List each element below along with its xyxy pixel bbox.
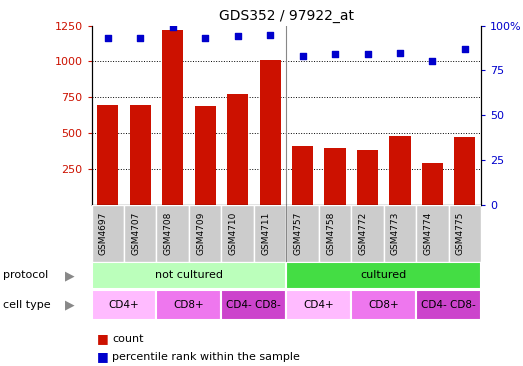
Bar (351, 290, 416, 320)
Text: GSM4775: GSM4775 (456, 212, 465, 255)
Bar (189, 205, 221, 262)
Bar (292, 146, 313, 205)
Text: GSM4757: GSM4757 (293, 212, 303, 255)
Text: GSM4708: GSM4708 (164, 212, 173, 255)
Bar (324, 148, 346, 205)
Text: GSM4774: GSM4774 (424, 212, 433, 255)
Bar (195, 106, 215, 205)
Point (299, 53, 307, 59)
Bar (221, 290, 286, 320)
Bar (227, 94, 248, 205)
Point (266, 31, 274, 37)
Text: CD4+: CD4+ (303, 300, 334, 310)
Point (461, 46, 469, 52)
Point (168, 25, 177, 30)
Point (233, 33, 242, 39)
Bar (162, 30, 183, 205)
Text: percentile rank within the sample: percentile rank within the sample (112, 352, 300, 362)
Text: ▶: ▶ (65, 269, 75, 282)
Bar (351, 205, 384, 262)
Text: GSM4711: GSM4711 (261, 212, 270, 255)
Text: ▶: ▶ (65, 298, 75, 311)
Bar (156, 290, 221, 320)
Text: GSM4758: GSM4758 (326, 212, 335, 255)
Bar (286, 290, 351, 320)
Text: GSM4697: GSM4697 (99, 212, 108, 255)
Bar (124, 205, 156, 262)
Text: count: count (112, 333, 144, 344)
Bar (92, 290, 156, 320)
Text: CD4+: CD4+ (109, 300, 139, 310)
Text: CD4- CD8-: CD4- CD8- (226, 300, 281, 310)
Bar (92, 205, 124, 262)
Text: protocol: protocol (3, 270, 48, 280)
Bar (454, 137, 475, 205)
Bar (156, 205, 189, 262)
Point (331, 51, 339, 57)
Bar (390, 136, 411, 205)
Text: GSM4772: GSM4772 (358, 212, 368, 255)
Bar (422, 163, 443, 205)
Bar (416, 205, 449, 262)
Text: CD8+: CD8+ (368, 300, 399, 310)
Text: ■: ■ (97, 350, 108, 363)
Point (104, 35, 112, 41)
Bar (357, 150, 378, 205)
Bar (259, 60, 281, 205)
Point (363, 51, 372, 57)
Bar (97, 105, 118, 205)
Point (396, 49, 404, 55)
Text: CD4- CD8-: CD4- CD8- (422, 300, 476, 310)
Text: cultured: cultured (361, 270, 407, 280)
Text: CD8+: CD8+ (174, 300, 204, 310)
Bar (319, 205, 351, 262)
Bar (384, 205, 416, 262)
Text: cell type: cell type (3, 300, 50, 310)
Text: not cultured: not cultured (155, 270, 223, 280)
Bar (286, 262, 481, 289)
Title: GDS352 / 97922_at: GDS352 / 97922_at (219, 9, 354, 23)
Bar (416, 290, 481, 320)
Point (201, 35, 209, 41)
Text: GSM4707: GSM4707 (131, 212, 140, 255)
Point (428, 59, 437, 64)
Bar (221, 205, 254, 262)
Bar (92, 262, 286, 289)
Bar (449, 205, 481, 262)
Text: ■: ■ (97, 332, 108, 345)
Point (136, 35, 144, 41)
Text: GSM4773: GSM4773 (391, 212, 400, 255)
Bar (286, 205, 319, 262)
Bar (130, 105, 151, 205)
Bar (254, 205, 286, 262)
Text: GSM4710: GSM4710 (229, 212, 237, 255)
Text: GSM4709: GSM4709 (196, 212, 205, 255)
